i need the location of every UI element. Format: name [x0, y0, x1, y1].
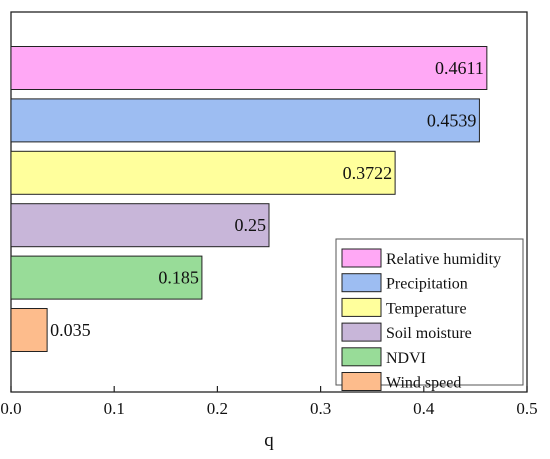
bar-wind-speed [10, 308, 48, 352]
value-labels-layer: 0.4611 0.4539 0.3722 0.25 0.185 0.035 [50, 58, 484, 340]
bar-relative-humidity [10, 46, 488, 90]
x-tick-label-3: 0.3 [310, 399, 331, 418]
bar-soil-moisture [10, 203, 270, 248]
value-label-wind-speed: 0.035 [50, 320, 90, 340]
value-label-relative-humidity: 0.4611 [435, 58, 484, 78]
value-label-precipitation: 0.4539 [427, 110, 477, 130]
x-tick-label-5: 0.5 [516, 399, 537, 418]
x-axis-ticks: 0.0 0.1 0.2 0.3 0.4 0.5 [0, 386, 538, 418]
legend-swatch-relative-humidity [341, 248, 382, 268]
legend-label-ndvi: NDVI [386, 350, 426, 367]
legend-swatch-precipitation [341, 273, 382, 293]
legend: Relative humidity Precipitation Temperatur… [335, 238, 524, 392]
value-label-temperature: 0.3722 [343, 163, 393, 183]
legend-swatch-wind-speed [341, 372, 382, 391]
legend-swatch-ndvi [341, 347, 382, 367]
x-tick-label-4: 0.4 [413, 399, 435, 418]
plot-frame [10, 11, 528, 393]
bar-temperature [10, 150, 396, 195]
legend-label-precipitation: Precipitation [386, 276, 468, 293]
legend-items: Relative humidity Precipitation Temperatur… [341, 248, 501, 392]
x-tick-label-1: 0.1 [104, 399, 125, 418]
legend-swatch-temperature [341, 297, 382, 317]
legend-label-soil-moisture: Soil moisture [386, 325, 472, 342]
legend-label-temperature: Temperature [386, 300, 467, 317]
value-label-ndvi: 0.185 [158, 268, 199, 288]
x-tick-label-2: 0.2 [207, 399, 228, 418]
x-axis-label: q [264, 430, 274, 451]
bar-precipitation [10, 98, 480, 143]
legend-label-wind-speed: Wind speed [386, 375, 461, 392]
bars-layer [10, 46, 488, 352]
bar-ndvi [10, 255, 203, 300]
legend-swatch-soil-moisture [341, 322, 382, 342]
legend-label-relative-humidity: Relative humidity [386, 251, 501, 268]
value-label-soil-moisture: 0.25 [235, 215, 267, 235]
x-tick-label-0: 0.0 [0, 399, 21, 418]
